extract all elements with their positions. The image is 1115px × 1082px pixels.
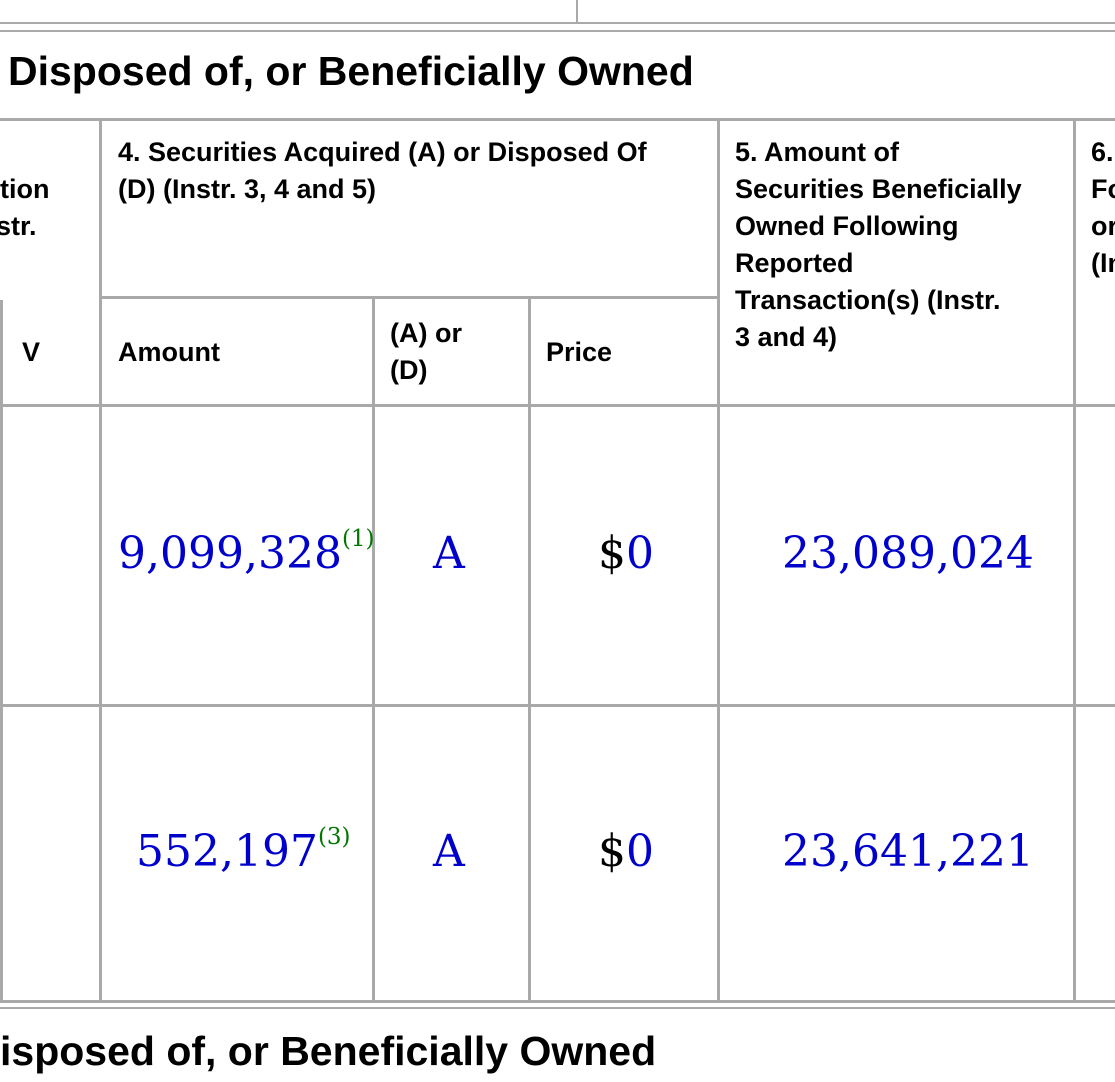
price-header: Price [546,337,613,367]
col6-header-line3: or [1091,211,1115,241]
col4-header-line1: 4. Securities Acquired (A) or Disposed O… [118,137,647,167]
col-border-5-left [717,118,720,1000]
col5-header-line2: Securities Beneficially [735,174,1022,204]
col3-header-line2: str. [0,211,37,241]
col3-header-line1: tion [0,174,50,204]
row1-footnote-link[interactable]: (1) [341,526,375,552]
col6-header-line1: 6. [1091,137,1114,167]
col5-header-line1: 5. Amount of [735,137,899,167]
col5-header-line4: Reported [735,248,854,278]
row1-bottom-border [0,704,1115,707]
row2-a-or-d: A [433,826,465,877]
col6-header-line4: (In [1091,248,1115,278]
col-border-ad-left [372,298,375,1000]
header-bottom-border [0,404,1115,407]
col4-header: 4. Securities Acquired (A) or Disposed O… [118,134,647,208]
row2-price-symbol: $ [598,826,626,877]
col5-header-line3: Owned Following [735,211,959,241]
row2-footnote-link[interactable]: (3) [317,824,351,850]
table-bottom-border [0,1000,1115,1003]
next-section-title: isposed of, or Beneficially Owned [0,1028,657,1074]
row2-owned-following: 23,641,221 [782,826,1034,877]
row1-amount: 9,099,328(1) [118,526,375,579]
col6-header-partial: 6. Fo or (In [1091,134,1115,282]
table-top-border [0,118,1115,121]
top-divider [576,0,578,22]
subheader-border [100,296,718,299]
row1-amount-value: 9,099,328 [118,528,342,579]
col-border-4-left [99,118,102,1000]
col-border-price-left [528,298,531,1000]
row1-price-symbol: $ [598,528,626,579]
col-border-v-left [0,300,3,1000]
row2-amount-value: 552,197 [136,826,318,877]
top-rule-2 [0,30,1115,32]
row2-price-value: 0 [626,826,654,877]
a-or-d-header-line1: (A) or [390,318,462,348]
col4-header-line2: (D) (Instr. 3, 4 and 5) [118,174,377,204]
col-border-6-left [1073,118,1076,1000]
col3-header-partial: tion str. [0,171,49,245]
col5-header: 5. Amount of Securities Beneficially Own… [735,134,1022,356]
col5-header-line6: 3 and 4) [735,322,838,352]
a-or-d-header: (A) or (D) [390,315,462,389]
row1-a-or-d: A [433,528,465,579]
amount-header: Amount [118,337,220,367]
row1-price-value: 0 [626,528,654,579]
a-or-d-header-line2: (D) [390,355,428,385]
col5-header-line5: Transaction(s) (Instr. [735,285,1001,315]
row2-amount: 552,197(3) [136,824,351,877]
v-header: V [22,337,41,367]
row1-owned-following: 23,089,024 [782,528,1034,579]
col6-header-line2: Fo [1091,174,1115,204]
section-title: Disposed of, or Beneficially Owned [8,48,694,94]
top-rule [0,22,1115,24]
row1-price: $0 [598,528,654,579]
row2-price: $0 [598,826,654,877]
table-bottom-border-2 [0,1007,1115,1009]
